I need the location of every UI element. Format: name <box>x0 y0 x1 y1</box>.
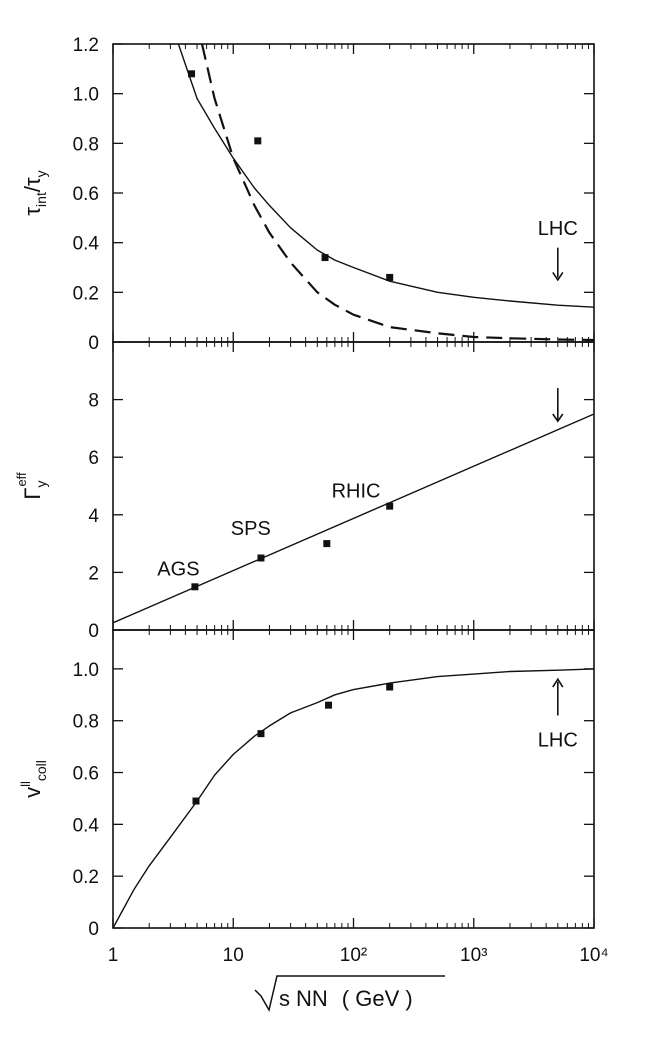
x-label-sub: NN <box>296 986 328 1011</box>
annotation-label: SPS <box>231 518 271 540</box>
y-axis-label: vllcoll <box>18 760 49 798</box>
y-tick-label: 8 <box>88 391 99 412</box>
x-label-s: s <box>279 986 290 1011</box>
sqrt-sign <box>254 975 445 1013</box>
y-tick-label: 1.0 <box>73 660 99 681</box>
data-point <box>321 254 329 262</box>
y-tick-label: 2 <box>88 563 99 584</box>
y-label-main: v <box>20 787 45 798</box>
y-tick-label: 0.8 <box>73 712 99 733</box>
panel-bottom: 0 0.2 0.4 0.6 0.8 1.0 1 10 10² 10³ 10⁴ LHC vllcoll s N… <box>18 629 609 1013</box>
plot-frame <box>112 43 595 343</box>
y-tick-label: 0.4 <box>73 815 100 836</box>
data-point <box>188 70 196 78</box>
fit-curve <box>112 413 595 624</box>
data-point <box>386 273 394 281</box>
fit-curve <box>177 43 595 308</box>
y-label-sep: /τ <box>20 177 45 192</box>
annotation-label: LHC <box>538 218 578 240</box>
y-label-main: Γ <box>20 488 45 500</box>
lhc-arrowhead <box>552 413 564 423</box>
lhc-arrowhead <box>552 272 564 282</box>
y-tick-label: 0.6 <box>73 184 99 205</box>
y-label-sub: coll <box>33 760 49 781</box>
panel-top: 0 0.2 0.4 0.6 0.8 1.0 1.2 LHC τint/τy <box>20 35 595 354</box>
data-point <box>254 137 262 145</box>
data-point <box>325 701 333 709</box>
y-tick-label: 0.2 <box>73 283 99 304</box>
data-point <box>257 730 265 738</box>
y-axis-label: Γyeff <box>14 472 49 500</box>
y-tick-label: 0.4 <box>73 234 100 255</box>
y-tick-label: 0.8 <box>73 134 99 155</box>
annotation-label: AGS <box>157 558 199 580</box>
x-label-unit: ( GeV ) <box>342 986 413 1011</box>
x-tick-label: 10² <box>340 945 367 966</box>
y-tick-label: 0.6 <box>73 764 99 785</box>
y-tick-label: 1.0 <box>73 85 99 106</box>
data-point <box>386 502 394 510</box>
x-tick-label: 1 <box>108 945 119 966</box>
y-label-main: τ <box>20 207 45 216</box>
y-axis-label: τint/τy <box>20 170 49 215</box>
fit-curve <box>112 668 595 929</box>
y-tick-label: 0 <box>88 919 99 940</box>
y-tick-label: 4 <box>88 506 99 527</box>
plot-frame <box>112 629 595 929</box>
data-point <box>386 683 394 691</box>
y-label-sub: int <box>33 192 49 207</box>
data-point <box>323 540 331 548</box>
y-label-sub: y <box>33 481 49 488</box>
panel-middle: 0 2 4 6 8 AGS SPS RHIC Γyeff <box>14 341 595 642</box>
x-tick-label: 10 <box>223 945 244 966</box>
y-tick-label: 0 <box>88 333 99 354</box>
x-tick-label: 10³ <box>460 945 487 966</box>
lhc-arrowhead <box>552 677 564 688</box>
annotation-label: LHC <box>538 730 578 752</box>
y-tick-label: 1.2 <box>73 35 99 56</box>
y-tick-label: 6 <box>88 448 99 469</box>
dashed-curve <box>200 43 595 342</box>
x-axis-label: s NN ( GeV ) <box>279 986 413 1011</box>
y-tick-label: 0.2 <box>73 867 99 888</box>
data-point <box>192 797 200 805</box>
x-tick-label: 10⁴ <box>579 945 608 966</box>
y-label-sup: eff <box>14 472 29 487</box>
annotation-label: RHIC <box>332 481 381 503</box>
y-label-sup: ll <box>18 781 33 787</box>
y-label-sub: y <box>33 170 49 177</box>
y-tick-label: 0 <box>88 621 99 642</box>
